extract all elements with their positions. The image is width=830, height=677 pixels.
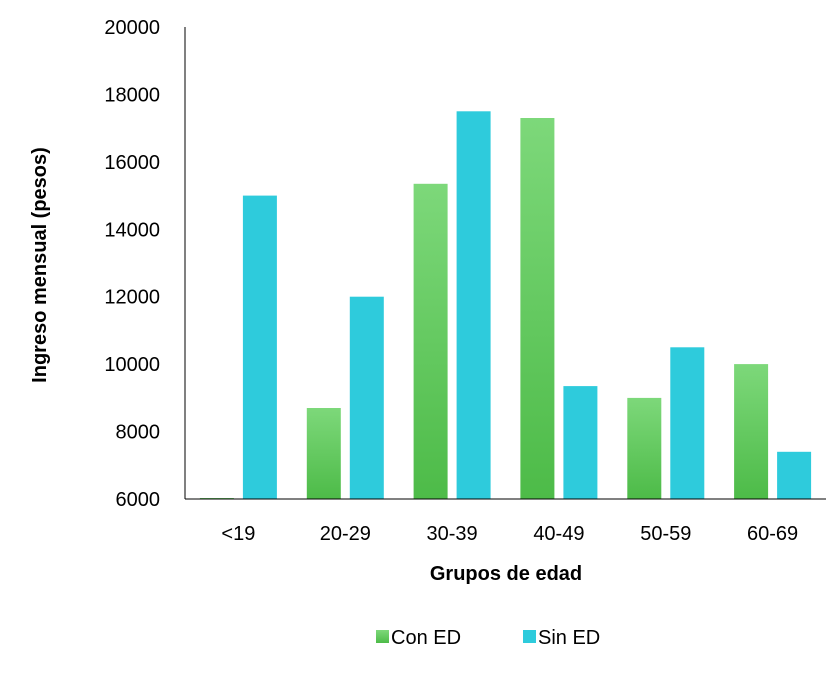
x-tick-label: 20-29 <box>320 523 371 545</box>
y-tick-label: 16000 <box>104 152 160 174</box>
y-tick-label: 8000 <box>116 422 161 444</box>
x-axis-title: Grupos de edad <box>430 563 582 585</box>
bar-sin-ed-5 <box>670 347 705 499</box>
bar-sin-ed-2 <box>349 296 384 499</box>
bar-con-ed-5 <box>627 397 662 499</box>
bar-sin-ed-6 <box>777 451 812 499</box>
x-tick-labels: <19 20-29 30-39 40-49 50-59 60-69 <box>221 523 798 545</box>
bar-sin-ed-4 <box>563 386 598 499</box>
y-tick-label: 6000 <box>116 489 161 511</box>
x-tick-label: <19 <box>221 523 255 545</box>
legend-item-con-ed: Con ED <box>376 627 461 649</box>
legend-item-sin-ed: Sin ED <box>523 627 600 649</box>
bar-con-ed-4 <box>520 118 555 499</box>
y-tick-label: 18000 <box>104 84 160 106</box>
y-tick-label: 20000 <box>104 17 160 39</box>
bar-sin-ed-3 <box>456 111 491 500</box>
x-tick-label: 60-69 <box>747 523 798 545</box>
y-axis-title: Ingreso mensual (pesos) <box>29 147 51 383</box>
y-tick-labels: 6000 8000 10000 12000 14000 16000 18000 20000 <box>104 17 160 511</box>
legend: Con ED Sin ED <box>376 627 600 649</box>
x-tick-label: 40-49 <box>533 523 584 545</box>
legend-label: Con ED <box>391 627 461 649</box>
y-tick-label: 12000 <box>104 287 160 309</box>
bar-sin-ed-1 <box>242 195 277 499</box>
y-tick-label: 10000 <box>104 354 160 376</box>
legend-swatch <box>376 630 389 643</box>
x-tick-label: 50-59 <box>640 523 691 545</box>
bar-con-ed-6 <box>734 364 769 499</box>
bar-con-ed-3 <box>413 183 448 500</box>
x-tick-label: 30-39 <box>427 523 478 545</box>
y-tick-label: 14000 <box>104 219 160 241</box>
bars <box>199 111 812 500</box>
bar-con-ed-2 <box>306 408 341 499</box>
axes <box>184 27 826 500</box>
legend-label: Sin ED <box>538 627 600 649</box>
legend-swatch <box>523 630 536 643</box>
